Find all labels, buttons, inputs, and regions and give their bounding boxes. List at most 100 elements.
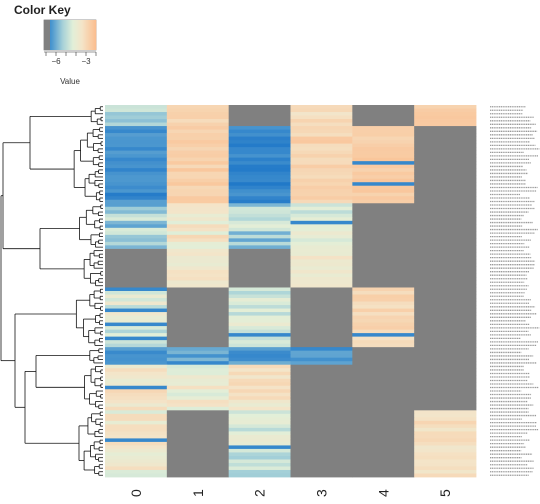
heatmap-cell <box>228 336 291 341</box>
heatmap-cell <box>352 315 415 320</box>
heatmap-cell <box>290 406 353 411</box>
heatmap-cell <box>290 252 353 257</box>
heatmap-cell <box>228 175 291 180</box>
heatmap-cell <box>290 347 353 352</box>
heatmap-cell <box>105 220 168 225</box>
heatmap-cell <box>228 259 291 264</box>
heatmap-cell <box>228 203 291 208</box>
heatmap-cell <box>352 217 415 222</box>
heatmap-cell <box>166 326 230 330</box>
heatmap-cell <box>352 305 415 309</box>
heatmap-cell <box>105 427 168 432</box>
heatmap-cell <box>105 399 168 404</box>
heatmap-cell <box>105 206 168 211</box>
heatmap-cell <box>228 213 291 218</box>
heatmap-cell <box>414 350 477 355</box>
heatmap-cell <box>166 382 230 387</box>
heatmap-cell <box>352 203 415 208</box>
heatmap-cell <box>290 333 353 338</box>
heatmap-cell <box>166 312 230 316</box>
heatmap-cell <box>166 206 230 211</box>
heatmap-cell <box>352 192 415 197</box>
heatmap-cell <box>414 410 477 415</box>
heatmap-cell <box>352 291 415 295</box>
heatmap-cell <box>228 241 291 246</box>
heatmap-cell <box>414 333 477 338</box>
heatmap-cell <box>105 227 168 232</box>
heatmap-cell <box>290 269 353 274</box>
heatmap-cell <box>105 241 168 246</box>
heatmap-cell <box>414 347 477 352</box>
heatmap-cell <box>290 182 353 187</box>
heatmap-cell <box>290 224 353 229</box>
heatmap-cell <box>228 108 291 113</box>
heatmap-cell <box>105 119 168 123</box>
heatmap-cell <box>228 210 291 215</box>
heatmap-cell <box>166 276 230 281</box>
heatmap-cell <box>352 241 415 246</box>
heatmap-cell <box>228 396 291 401</box>
heatmap-cell <box>290 126 353 130</box>
heatmap-cell <box>352 441 415 446</box>
heatmap-cell <box>290 319 353 323</box>
heatmap-cell <box>105 312 168 316</box>
heatmap-cell <box>228 206 291 211</box>
heatmap-cell <box>414 220 477 225</box>
heatmap-cell <box>166 231 230 236</box>
color-key-swatch <box>78 20 80 50</box>
heatmap-cell <box>414 241 477 246</box>
heatmap-cell <box>352 371 415 376</box>
heatmap-cell <box>290 234 353 239</box>
heatmap-cell <box>414 182 477 187</box>
heatmap-cell <box>166 280 230 285</box>
heatmap-cell <box>105 329 168 334</box>
heatmap-cell <box>352 178 415 183</box>
heatmap-cell <box>228 445 291 450</box>
heatmap-cell <box>290 385 353 390</box>
heatmap-cell <box>290 340 353 345</box>
heatmap-cell <box>290 354 353 359</box>
heatmap-cell <box>414 305 477 309</box>
heatmap-cell <box>105 231 168 236</box>
heatmap-cell <box>414 206 477 211</box>
heatmap-cell <box>352 417 415 422</box>
heatmap-cell <box>166 473 230 478</box>
heatmap-cell <box>228 371 291 376</box>
heatmap-cell <box>105 192 168 197</box>
heatmap-cell <box>290 403 353 408</box>
heatmap-cell <box>290 305 353 309</box>
heatmap-cell <box>352 473 415 478</box>
heatmap-cell <box>228 347 291 352</box>
heatmap-cell <box>166 273 230 278</box>
heatmap-cell <box>352 427 415 432</box>
heatmap-cell <box>290 238 353 243</box>
heatmap-cell <box>352 213 415 218</box>
heatmap-cell <box>352 168 415 173</box>
heatmap-cell <box>166 168 230 173</box>
heatmap-cell <box>166 150 230 155</box>
heatmap-cell <box>290 312 353 316</box>
heatmap-cell <box>166 399 230 404</box>
heatmap-cell <box>228 361 291 366</box>
heatmap-cell <box>105 147 168 152</box>
heatmap-cell <box>228 252 291 257</box>
heatmap-cell <box>228 312 291 316</box>
heatmap-cell <box>414 199 477 204</box>
heatmap-cell <box>105 333 168 338</box>
heatmap-cell <box>414 192 477 197</box>
heatmap-cell <box>166 336 230 341</box>
heatmap-cell <box>352 175 415 180</box>
heatmap-cell <box>290 438 353 443</box>
heatmap-cell <box>352 140 415 144</box>
heatmap-cell <box>290 441 353 446</box>
heatmap-cell <box>228 469 291 474</box>
heatmap-cell <box>352 227 415 232</box>
heatmap-cell <box>352 343 415 348</box>
heatmap-cell <box>352 434 415 439</box>
heatmap-cell <box>166 350 230 355</box>
heatmap-cell <box>228 462 291 467</box>
heatmap-cell <box>105 462 168 467</box>
heatmap-cell <box>166 143 230 148</box>
heatmap-cell <box>228 154 291 159</box>
color-key-swatch <box>90 20 92 50</box>
